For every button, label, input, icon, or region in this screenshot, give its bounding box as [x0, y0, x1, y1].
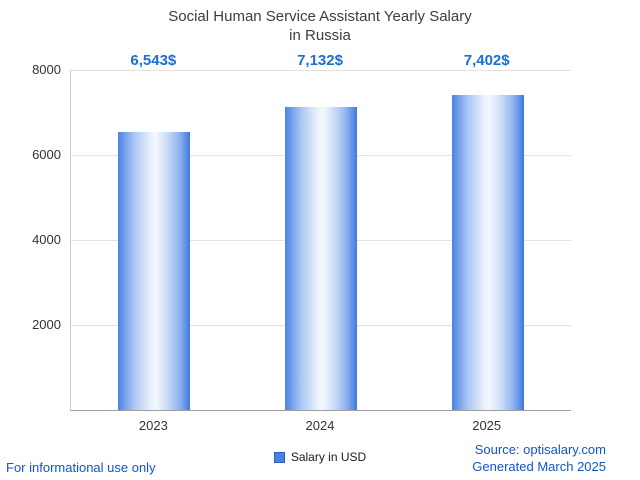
bar-value-label: 6,543$: [130, 52, 177, 69]
bar-2024: [285, 106, 357, 410]
x-tick-label: 2023: [138, 418, 168, 433]
y-tick-label: 4000: [32, 232, 61, 247]
y-tick-label: 6000: [32, 147, 61, 162]
y-tick-label: 2000: [32, 317, 61, 332]
bars: [71, 70, 571, 410]
gridline: [71, 70, 571, 71]
bar-slot: [404, 70, 571, 410]
x-axis-labels: 2023 2024 2025: [70, 418, 570, 433]
bar-value-label: 7,402$: [463, 52, 510, 69]
chart-title: Social Human Service Assistant Yearly Sa…: [0, 7, 640, 45]
bar-value-label: 7,132$: [297, 52, 343, 69]
bar-2023: [118, 131, 191, 410]
plot-area: 2000 4000 6000 8000: [32, 62, 571, 411]
chart-title-line2: in Russia: [289, 27, 351, 44]
source-link[interactable]: Source: optisalary.com: [474, 442, 606, 457]
y-tick-label: 8000: [32, 62, 61, 77]
generated-date: Generated March 2025: [472, 459, 606, 474]
legend-swatch-icon: [273, 451, 285, 463]
x-tick-label: 2024: [305, 418, 335, 433]
bar-2025: [451, 95, 524, 410]
legend: Salary in USD: [0, 450, 640, 464]
footer-disclaimer: For informational use only: [6, 460, 156, 475]
footer-source-block: Source: optisalary.com Generated March 2…: [472, 441, 606, 475]
x-tick-label: 2025: [472, 418, 502, 433]
bar-value-labels: 6,543$ 7,132$ 7,402$: [70, 52, 570, 69]
bar-slot: [238, 70, 405, 410]
bar-slot: [71, 70, 238, 410]
legend-label: Salary in USD: [290, 450, 367, 464]
chart-title-line1: Social Human Service Assistant Yearly Sa…: [168, 8, 472, 25]
